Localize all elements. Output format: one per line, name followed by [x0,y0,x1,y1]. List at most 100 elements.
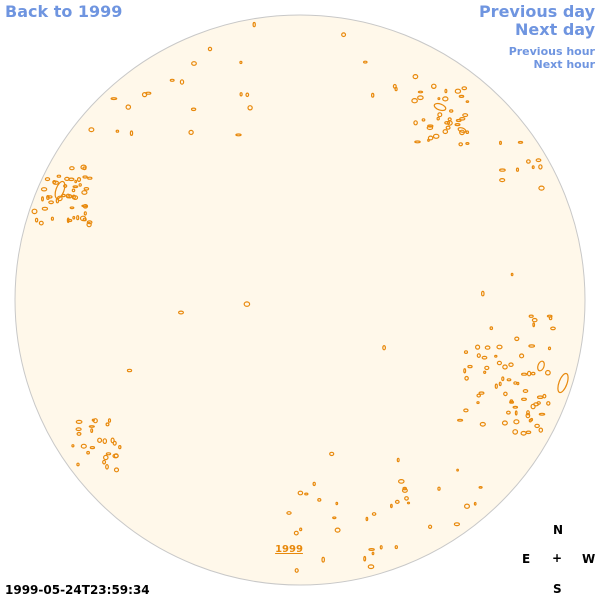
contour-mark [546,401,551,406]
contour-mark [528,344,536,348]
contour-mark [412,73,419,80]
contour-mark [394,545,398,550]
previous-day-link[interactable]: Previous day [478,2,595,21]
contour-mark [453,522,460,527]
contour-mark [294,568,299,573]
contour-mark [371,92,375,98]
contour-mark [169,78,175,82]
contour-mark [75,419,83,424]
year-link[interactable]: 1999 [275,544,303,555]
contour-mark [476,401,480,405]
contour-mark [304,492,309,496]
contour-mark [494,354,498,358]
contour-mark [40,187,48,192]
contour-mark [463,350,469,355]
contour-mark [479,421,486,427]
contour-mark [46,195,50,201]
contour-mark [118,445,122,450]
contour-mark [404,496,409,501]
contour-mark [88,127,95,133]
contour-mark [417,90,424,94]
contour-loop [433,102,447,112]
next-hour-link[interactable]: Next hour [533,58,596,71]
contour-mark [371,551,375,556]
contour-loop [54,180,66,200]
contour-mark [513,419,520,425]
contour-mark [455,118,462,123]
contour-mark [484,345,491,350]
contour-mark [522,389,529,394]
contour-mark [442,129,449,135]
contour-mark [397,479,405,484]
contour-mark [31,208,38,215]
back-to-year-link[interactable]: Back to 1999 [5,2,123,21]
contour-mark [245,92,250,98]
contour-mark [501,420,508,426]
contour-mark [428,524,433,530]
contour-mark [436,116,440,121]
contour-mark [509,399,514,403]
contour-mark [235,133,242,137]
contour-mark [465,130,470,135]
contour-mark [538,185,545,191]
contour-mark [427,135,434,141]
contour-mark [48,200,54,205]
contour-mark [526,410,530,416]
contour-mark [417,95,424,101]
contour-mark [379,545,383,550]
contour-mark [71,444,75,448]
contour-mark [299,527,303,532]
compass-south: S [553,582,562,596]
contour-mark [317,498,322,502]
contour-loop [557,372,569,394]
contour-mark [341,32,347,38]
contour-mark [75,427,82,432]
contour-mark [456,468,460,472]
contour-mark [476,393,482,398]
contour-mark [243,301,251,307]
contour-mark [411,97,418,104]
contour-mark [547,346,552,351]
next-day-link[interactable]: Next day [515,20,595,39]
contour-loop [537,360,545,372]
contour-mark [179,79,185,85]
contour-mark [461,86,468,91]
contour-mark [332,516,337,520]
contour-mark [481,355,488,360]
contour-mark [178,310,185,315]
contour-mark [367,564,375,570]
contour-mark [536,401,541,405]
contour-mark [499,178,506,183]
contour-mark [110,97,118,101]
contour-mark [503,391,508,397]
contour-mark [56,174,62,178]
contour-mark [535,158,542,163]
contour-mark [426,125,434,131]
contour-mark [476,353,481,359]
contour-mark [465,142,470,146]
contour-mark [550,326,556,331]
compass-north: N [553,523,564,537]
contour-mark [538,427,544,433]
contour-mark [528,314,534,318]
contour-mark [91,418,95,422]
contour-mark [362,60,368,64]
contour-mark [499,168,506,172]
contour-mark [312,481,316,487]
contour-mark [463,408,469,413]
contour-mark [110,437,115,444]
contour-mark [508,362,514,368]
previous-hour-link[interactable]: Previous hour [508,45,595,58]
contour-mark [457,418,464,422]
contour-mark [546,314,553,318]
contour-mark [72,185,79,189]
contour-mark [526,159,531,164]
contour-mark [454,122,461,127]
contour-mark [126,368,133,373]
contour-mark [538,412,546,416]
contour-mark [499,140,503,145]
contour-mark [76,462,80,467]
contour-mark [509,400,515,404]
contour-mark [413,120,418,126]
